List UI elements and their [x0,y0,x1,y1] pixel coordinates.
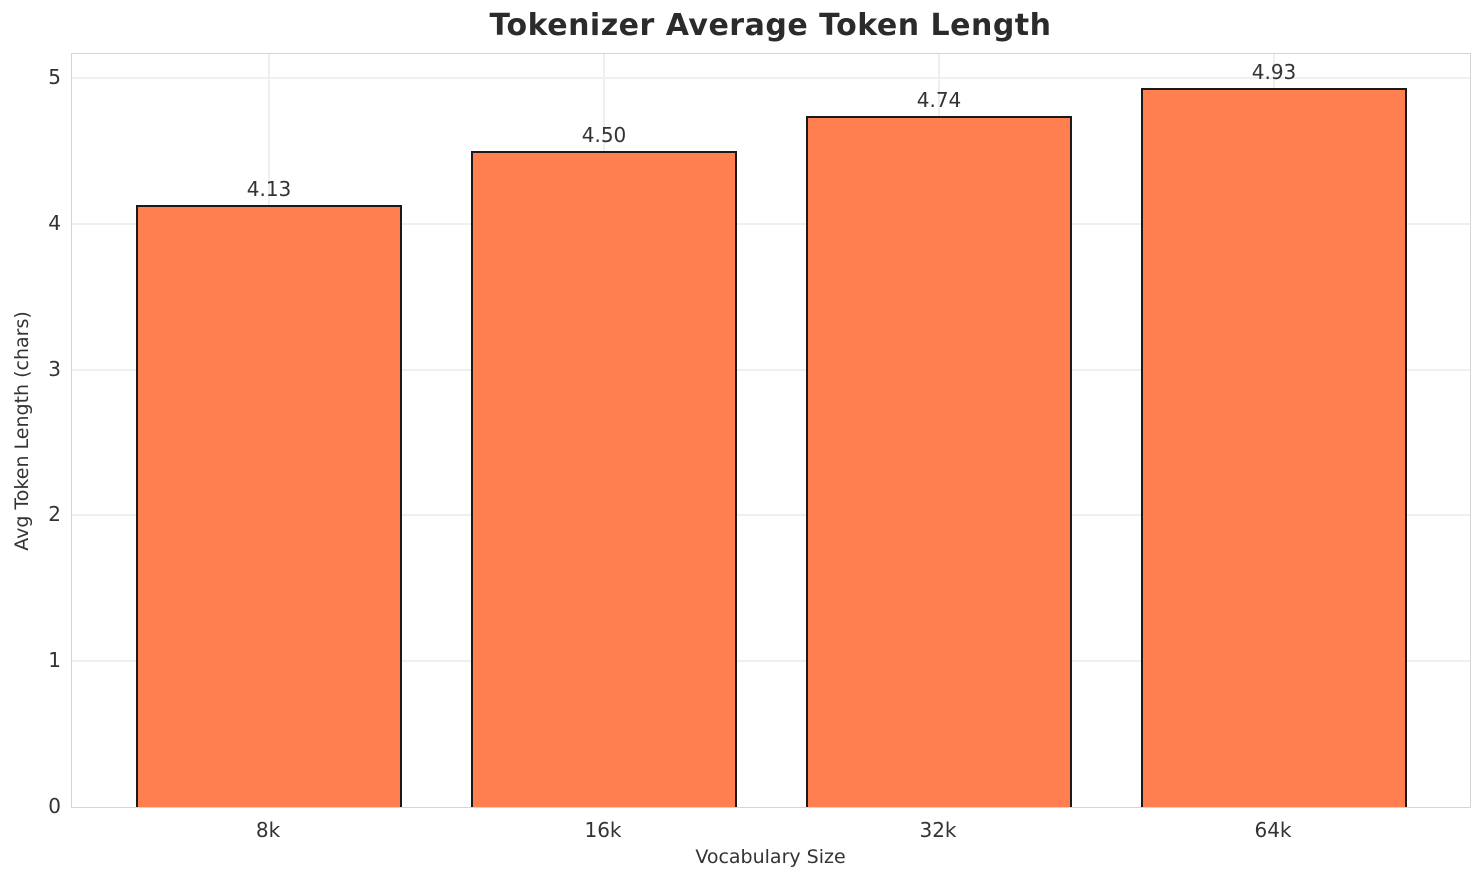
h-gridline [72,660,1470,663]
x-tick-label: 16k [584,818,622,842]
bar-32k [806,115,1072,807]
h-gridline [72,514,1470,517]
y-tick-label: 1 [48,648,61,673]
y-tick-label: 3 [48,356,61,381]
h-gridline [72,77,1470,80]
x-tick-label: 64k [1254,818,1292,842]
bar-value-label: 4.13 [246,176,292,201]
h-gridline [72,368,1470,371]
y-axis-label: Avg Token Length (chars) [11,311,33,551]
plot-area: 4.13 4.50 4.74 4.93 [71,53,1471,808]
y-tick-label: 2 [48,502,61,527]
bar-value-label: 4.50 [581,122,627,147]
x-tick-label: 8k [255,818,281,842]
y-tick-label: 4 [48,210,61,235]
bar-8k [136,204,402,807]
x-tick-label: 32k [919,818,957,842]
h-gridline [72,222,1470,225]
bar-value-label: 4.93 [1251,60,1297,85]
y-tick-label: 5 [48,65,61,90]
bar-16k [471,150,737,807]
bar-64k [1141,88,1407,807]
y-tick-label: 0 [48,794,61,818]
x-axis-label: Vocabulary Size [695,846,846,868]
chart-title: Tokenizer Average Token Length [489,8,1052,43]
bar-value-label: 4.74 [916,87,962,112]
